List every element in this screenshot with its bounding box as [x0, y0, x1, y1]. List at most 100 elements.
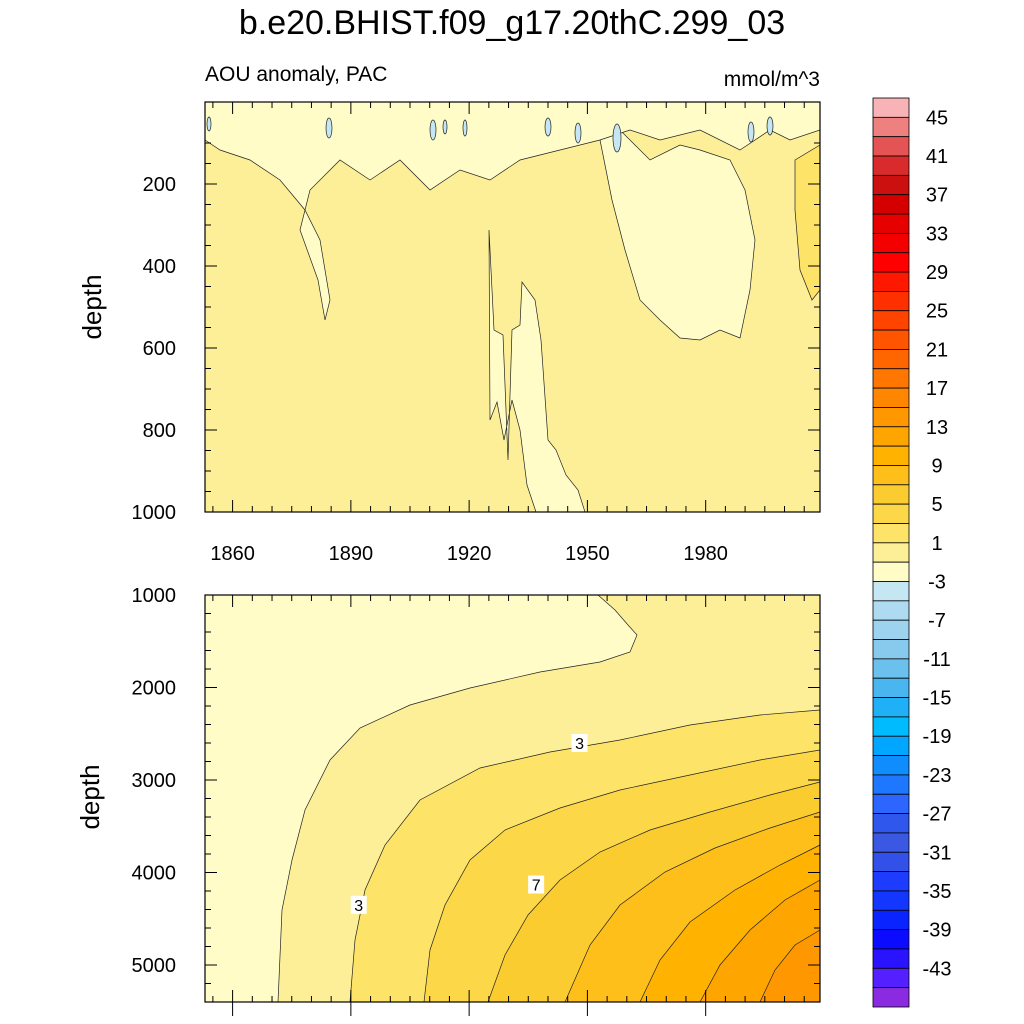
colorbar-swatch	[872, 639, 910, 660]
colorbar-swatch	[872, 271, 910, 292]
contour-label: 7	[532, 878, 541, 895]
patch-10	[766, 116, 774, 136]
colorbar-swatch	[872, 658, 910, 679]
colorbar-swatch	[872, 851, 910, 873]
colorbar-swatch	[872, 813, 910, 834]
colorbar-swatch	[872, 600, 910, 621]
lower-x-axis	[212, 595, 805, 1016]
y-tick-label: 1000	[132, 585, 177, 607]
x-tick-label: 1860	[210, 543, 255, 565]
y-tick-label: 400	[143, 256, 176, 278]
colorbar-label: 13	[926, 417, 948, 439]
colorbar-swatch	[872, 581, 910, 602]
negative-patches	[206, 116, 774, 153]
colorbar-swatch	[872, 832, 910, 853]
colorbar-swatch	[872, 116, 910, 138]
y-tick-label: 1000	[132, 502, 177, 524]
colorbar-label: -11	[923, 649, 950, 671]
colorbar-swatch	[872, 793, 910, 814]
patch-1	[206, 116, 212, 132]
region-neg1-to-1-deep	[488, 229, 586, 513]
colorbar-label: -27	[923, 804, 952, 826]
colorbar-label: -39	[923, 920, 952, 942]
colorbar-label: -31	[923, 842, 952, 864]
colorbar-swatch	[872, 252, 910, 273]
colorbar-label: 41	[926, 146, 948, 168]
y-tick-label: 800	[143, 420, 176, 442]
contour-label: 3	[575, 736, 584, 753]
colorbar-label: 29	[926, 262, 948, 284]
patch-4	[442, 119, 448, 135]
colorbar-label: 5	[931, 494, 942, 516]
colorbar-swatch	[872, 136, 910, 157]
contour-label-bg	[350, 895, 367, 914]
colorbar-label: -7	[928, 610, 946, 632]
colorbar-swatch	[872, 677, 910, 698]
patch-3	[429, 119, 437, 141]
colorbar-swatch	[872, 484, 910, 505]
colorbar-swatch	[872, 194, 910, 215]
upper-panel: 200 400 600 800 1000 1860 1890 1920 1950 1980	[132, 101, 821, 565]
colorbar-swatch	[872, 871, 910, 892]
contour-labels: 3 3 7	[350, 734, 588, 915]
colorbar-swatch	[872, 329, 910, 350]
colorbar-swatch	[872, 890, 910, 911]
y-tick-label: 4000	[132, 863, 177, 885]
lower-y-axis: 1000 2000 3000 4000 5000	[132, 585, 820, 1003]
colorbar-swatch	[872, 445, 910, 466]
y-tick-label: 3000	[132, 770, 177, 792]
colorbar-swatch	[872, 735, 910, 756]
patch-5	[462, 119, 468, 137]
colorbar-swatch	[872, 155, 910, 176]
colorbar-label: 1	[931, 533, 942, 555]
colorbar-swatch	[872, 368, 910, 389]
patch-8	[612, 123, 622, 153]
colorbar-swatch	[872, 697, 910, 718]
colorbar-swatch	[872, 561, 910, 582]
y-tick-label: 600	[143, 338, 176, 360]
patch-7	[574, 122, 582, 144]
chart-title: b.e20.BHIST.f09_g17.20thC.299_03	[239, 4, 785, 42]
region-neg1-to-1-mid	[599, 129, 756, 341]
patch-6	[544, 117, 552, 137]
upper-x-axis: 1860 1890 1920 1950 1980	[210, 102, 805, 565]
colorbar-swatch	[872, 774, 910, 795]
patch-9	[747, 121, 755, 143]
patch-2	[325, 117, 333, 139]
colorbar-swatch	[872, 987, 910, 1008]
contour-label-bg	[528, 875, 545, 894]
colorbar-swatch	[872, 967, 910, 989]
colorbar-label: -23	[923, 765, 952, 787]
colorbar-swatch	[872, 503, 910, 524]
colorbar-swatch	[872, 619, 910, 640]
colorbar-swatch	[872, 909, 910, 931]
colorbar-label: 25	[926, 301, 948, 323]
colorbar-swatch	[872, 465, 910, 486]
colorbar-label: -43	[923, 958, 952, 980]
colorbar-swatch	[872, 542, 910, 563]
y-tick-label: 200	[143, 174, 176, 196]
y-tick-label: 5000	[132, 955, 177, 977]
variable-label: AOU anomaly, PAC	[205, 63, 387, 86]
colorbar-swatch	[872, 948, 910, 969]
colorbar-label: -19	[923, 726, 952, 748]
x-tick-label: 1890	[329, 543, 374, 565]
colorbar-swatch	[872, 407, 910, 428]
y-tick-label: 2000	[132, 678, 177, 700]
colorbar-label: -15	[923, 688, 952, 710]
x-tick-label: 1980	[683, 543, 728, 565]
colorbar-swatch	[872, 929, 910, 950]
contour-label-bg	[571, 734, 588, 752]
x-tick-label: 1920	[447, 543, 492, 565]
units-label: mmol/m^3	[724, 68, 820, 91]
colorbar-swatch	[872, 716, 910, 737]
colorbar-swatch	[872, 310, 910, 331]
colorbar-swatch	[872, 291, 910, 312]
colorbar-swatch	[872, 387, 910, 408]
colorbar-label: 37	[926, 185, 948, 207]
contour-label: 3	[354, 898, 363, 915]
colorbar-label: -35	[923, 881, 952, 903]
colorbar-label: 33	[926, 223, 948, 245]
lower-panel: 3 3 7 1000 2000 3000 4000 5000	[132, 585, 821, 1016]
